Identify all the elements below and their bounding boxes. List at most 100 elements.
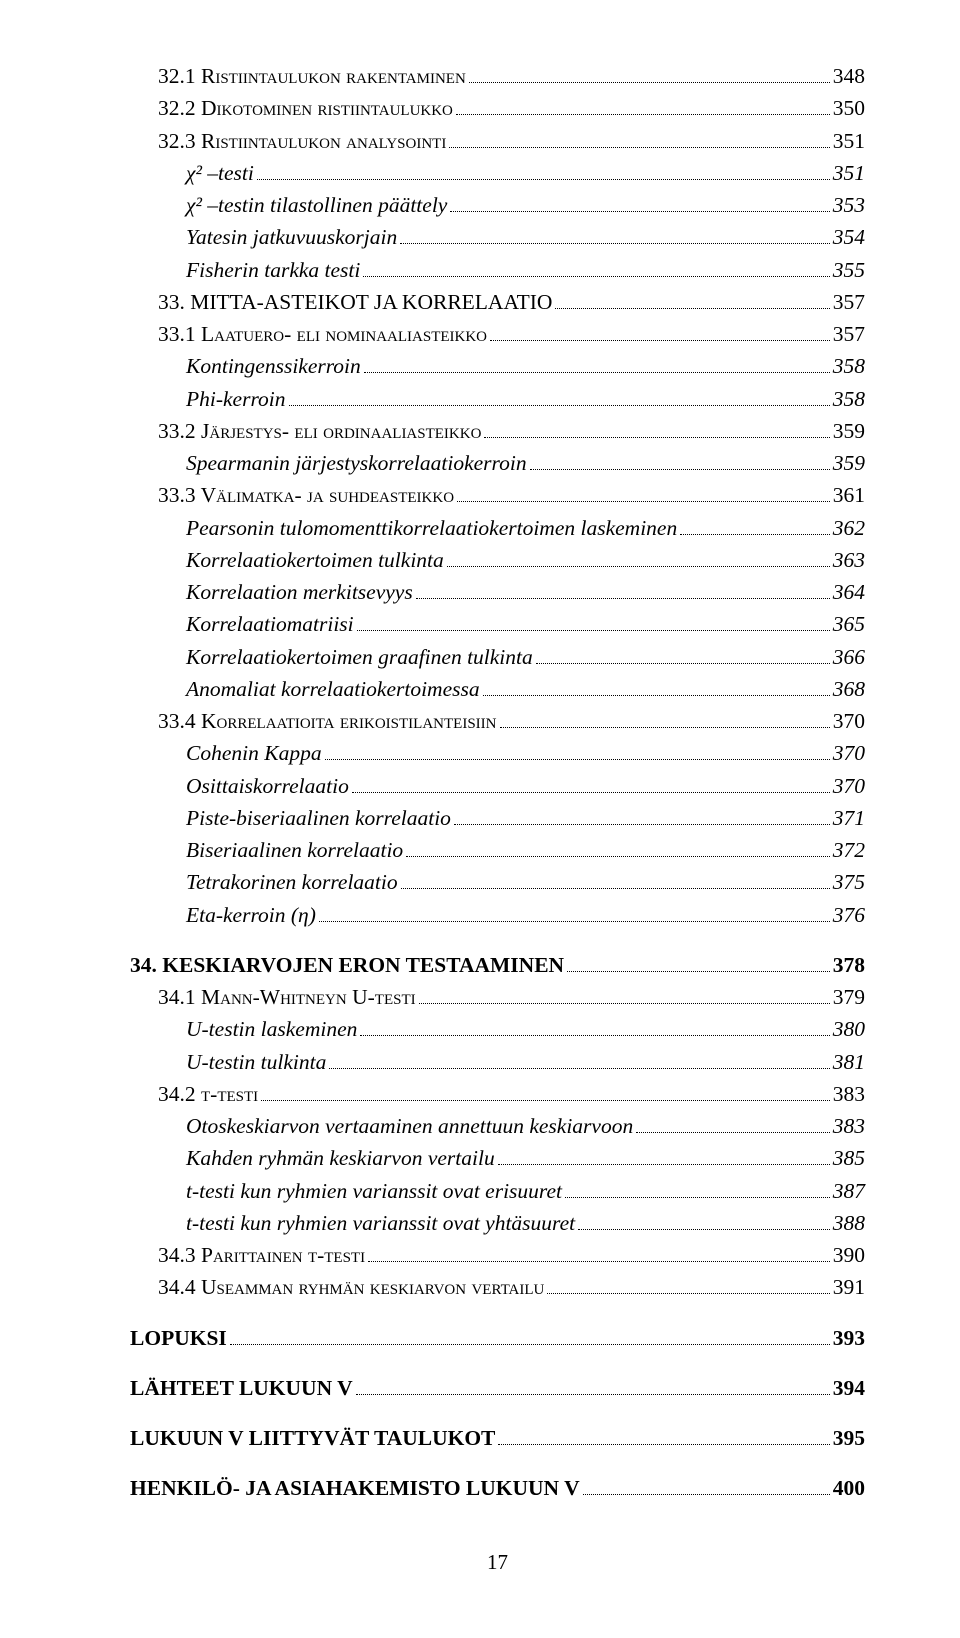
toc-entry: 34. KESKIARVOJEN ERON TESTAAMINEN 378 (130, 949, 865, 981)
toc-entry-label: 32.3 Ristiintaulukon analysointi (158, 125, 446, 157)
toc-leader (261, 1100, 830, 1101)
toc-leader (578, 1229, 830, 1230)
toc-entry: Korrelaatiomatriisi365 (186, 608, 865, 640)
toc-entry-page: 361 (833, 479, 865, 511)
toc-leader (419, 1003, 830, 1004)
toc-entry-page: 393 (833, 1322, 865, 1354)
toc-entry-page: 378 (833, 949, 865, 981)
toc-entry-page: 395 (833, 1422, 865, 1454)
toc-entry-label: 34. KESKIARVOJEN ERON TESTAAMINEN (130, 949, 564, 981)
toc-entry: 34.2 t-testi383 (158, 1078, 865, 1110)
toc-entry-page: 357 (833, 318, 865, 350)
toc-entry-label: 34.2 t-testi (158, 1078, 258, 1110)
toc-entry: LÄHTEET LUKUUN V394 (130, 1372, 865, 1404)
toc-entry-label: LOPUKSI (130, 1322, 227, 1354)
toc-entry: Tetrakorinen korrelaatio375 (186, 866, 865, 898)
toc-entry-label: 32.2 Dikotominen ristiintaulukko (158, 92, 453, 124)
toc-entry-page: 359 (833, 447, 865, 479)
toc-entry: Pearsonin tulomomenttikorrelaatiokertoim… (186, 512, 865, 544)
toc-leader (447, 566, 830, 567)
toc-entry-page: 370 (833, 770, 865, 802)
toc-entry: t-testi kun ryhmien varianssit ovat eris… (186, 1175, 865, 1207)
toc-entry-page: 364 (833, 576, 865, 608)
toc-entry-label: 33.1 Laatuero- eli nominaaliasteikko (158, 318, 487, 350)
toc-leader (483, 695, 830, 696)
toc-leader (363, 276, 829, 277)
toc-entry: Korrelaatiokertoimen graafinen tulkinta3… (186, 641, 865, 673)
toc-entry-label: Otoskeskiarvon vertaaminen annettuun kes… (186, 1110, 633, 1142)
toc-entry: Biseriaalinen korrelaatio372 (186, 834, 865, 866)
toc-entry-page: 391 (833, 1271, 865, 1303)
toc-entry-label: t-testi kun ryhmien varianssit ovat eris… (186, 1175, 562, 1207)
toc-entry-page: 370 (833, 705, 865, 737)
toc-leader (230, 1344, 830, 1345)
toc-entry: 33.3 Välimatka- ja suhdeasteikko361 (158, 479, 865, 511)
toc-entry: 32.2 Dikotominen ristiintaulukko 350 (158, 92, 865, 124)
toc-entry: Otoskeskiarvon vertaaminen annettuun kes… (186, 1110, 865, 1142)
toc-entry: 33.4 Korrelaatioita erikoistilanteisiin3… (158, 705, 865, 737)
toc-entry: 34.3 Parittainen t-testi 390 (158, 1239, 865, 1271)
toc-page: 32.1 Ristiintaulukon rakentaminen34832.2… (0, 0, 960, 1615)
toc-leader (257, 179, 830, 180)
toc-entry: Osittaiskorrelaatio370 (186, 770, 865, 802)
toc-entry-page: 351 (833, 157, 865, 189)
toc-entry: Kahden ryhmän keskiarvon vertailu385 (186, 1142, 865, 1174)
toc-leader (406, 856, 830, 857)
toc-entry-page: 368 (833, 673, 865, 705)
toc-entry-page: 381 (833, 1046, 865, 1078)
toc-entry-label: 34.3 Parittainen t-testi (158, 1239, 365, 1271)
toc-leader (449, 147, 829, 148)
toc-entry-page: 394 (833, 1372, 865, 1404)
toc-entry-page: 350 (833, 92, 865, 124)
toc-entry-label: Tetrakorinen korrelaatio (186, 866, 398, 898)
toc-leader (352, 792, 830, 793)
toc-entry-label: 33. MITTA-ASTEIKOT JA KORRELAATIO (158, 286, 552, 318)
toc-leader (565, 1197, 830, 1198)
toc-entry: Kontingenssikerroin358 (186, 350, 865, 382)
toc-entry-label: Korrelaatiomatriisi (186, 608, 354, 640)
toc-leader (401, 888, 830, 889)
toc-entry-page: 354 (833, 221, 865, 253)
toc-entry-page: 358 (833, 383, 865, 415)
toc-entry: Spearmanin järjestyskorrelaatiokerroin35… (186, 447, 865, 479)
toc-entry: Anomaliat korrelaatiokertoimessa 368 (186, 673, 865, 705)
toc-entry-label: Fisherin tarkka testi (186, 254, 360, 286)
toc-entry: Korrelaatiokertoimen tulkinta363 (186, 544, 865, 576)
toc-leader (500, 727, 830, 728)
toc-entry-page: 358 (833, 350, 865, 382)
toc-entry: LOPUKSI 393 (130, 1322, 865, 1354)
toc-entry-page: 390 (833, 1239, 865, 1271)
toc-entry-label: Kahden ryhmän keskiarvon vertailu (186, 1142, 495, 1174)
toc-leader (530, 469, 830, 470)
toc-entry-page: 357 (833, 286, 865, 318)
toc-entry-label: t-testi kun ryhmien varianssit ovat yhtä… (186, 1207, 575, 1239)
toc-leader (357, 630, 830, 631)
toc-leader (289, 405, 830, 406)
toc-entry-page: 362 (833, 512, 865, 544)
toc-entry-label: 34.1 Mann-Whitneyn U-testi (158, 981, 416, 1013)
toc-leader (450, 211, 829, 212)
toc-leader (364, 372, 830, 373)
toc-entry: Cohenin Kappa370 (186, 737, 865, 769)
toc-leader (454, 824, 830, 825)
toc-leader (567, 971, 830, 972)
toc-leader (498, 1164, 830, 1165)
toc-entry: 33.1 Laatuero- eli nominaaliasteikko 357 (158, 318, 865, 350)
toc-entry-label: U-testin laskeminen (186, 1013, 357, 1045)
toc-entry-page: 355 (833, 254, 865, 286)
toc-entry-page: 371 (833, 802, 865, 834)
toc-leader (583, 1494, 830, 1495)
toc-entry-label: Yatesin jatkuvuuskorjain (186, 221, 397, 253)
toc-entry-label: Anomaliat korrelaatiokertoimessa (186, 673, 480, 705)
toc-leader (680, 534, 830, 535)
toc-entry: Korrelaation merkitsevyys364 (186, 576, 865, 608)
toc-entry: Piste-biseriaalinen korrelaatio371 (186, 802, 865, 834)
toc-leader (416, 598, 830, 599)
toc-entry: Eta-kerroin (η)376 (186, 899, 865, 931)
toc-entry-label: χ² –testin tilastollinen päättely (186, 189, 447, 221)
toc-entry: 34.1 Mann-Whitneyn U-testi379 (158, 981, 865, 1013)
toc-entry: 33.2 Järjestys- eli ordinaaliasteikko359 (158, 415, 865, 447)
toc-entry-page: 363 (833, 544, 865, 576)
toc-entry-page: 383 (833, 1110, 865, 1142)
toc-leader (356, 1394, 830, 1395)
